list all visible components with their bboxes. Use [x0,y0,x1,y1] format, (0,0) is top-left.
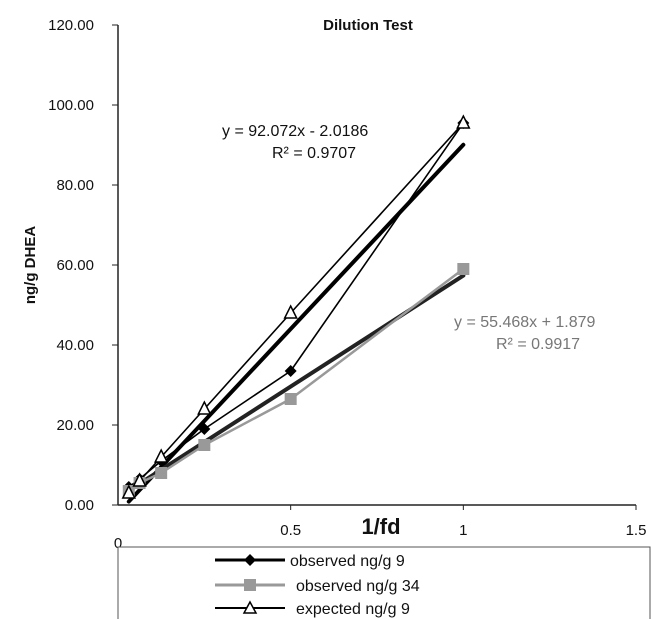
legend-triangle-marker [242,600,258,614]
y-tick-label: 40.00 [56,337,94,354]
series-line-group [128,122,465,494]
legend-item-expected-9: expected ng/g 9 [215,600,410,618]
y-tick-label: 20.00 [56,417,94,434]
y-tick-label: 60.00 [56,257,94,274]
legend-label: observed ng/g 9 [290,553,405,570]
y-axis-title: ng/g DHEA [22,226,39,304]
series-marker-group [121,114,471,499]
x-axis-title: 1/fd [361,514,400,539]
data-point-triangle [132,472,147,487]
legend-box [117,546,651,619]
trendline-r2-2: R² = 0.9917 [496,336,580,353]
y-tick-label: 100.00 [48,97,94,114]
trendline-r2-1: R² = 0.9707 [272,145,356,162]
trendline-annotation-1: y = 92.072x - 2.0186 R² = 0.9707 [222,123,368,162]
trendline-annotation-2: y = 55.468x + 1.879 R² = 0.9917 [454,314,596,353]
legend: observed ng/g 9 observed ng/g 34 expecte… [117,546,651,619]
data-point-square [284,393,297,405]
legend-diamond-marker [244,554,256,566]
x-tick-group: 0 0.5 1 1.5 [114,505,647,552]
legend-item-observed-34: observed ng/g 34 [215,578,420,595]
data-point-triangle [121,484,137,499]
data-point-triangle [456,114,471,129]
data-point-diamond [284,365,297,377]
legend-item-observed-9: observed ng/g 9 [215,553,405,570]
y-tick-label: 0.00 [65,497,94,514]
y-tick-label: 120.00 [48,17,94,34]
data-point-square [198,439,211,451]
legend-label: observed ng/g 34 [296,578,420,595]
legend-label: expected ng/g 9 [296,601,410,618]
y-tick-label: 80.00 [56,177,94,194]
trendline-equation-1: y = 92.072x - 2.0186 [222,123,368,140]
trendline-equation-2: y = 55.468x + 1.879 [454,314,596,331]
data-point-square [155,467,168,479]
x-tick-label: 0.5 [280,522,301,539]
x-tick-label: 0 [114,535,122,552]
chart-title: Dilution Test [323,17,413,34]
data-point-diamond [198,423,211,435]
legend-square-marker [244,579,256,591]
x-tick-label: 1 [459,522,467,539]
y-tick-group: 0.00 20.00 40.00 60.00 80.00 100.00 120.00 [48,17,118,514]
data-point-square [457,263,470,275]
x-tick-label: 1.5 [626,522,647,539]
data-point-triangle [197,400,212,415]
data-point-triangle [283,304,298,319]
data-point-triangle [153,448,169,463]
